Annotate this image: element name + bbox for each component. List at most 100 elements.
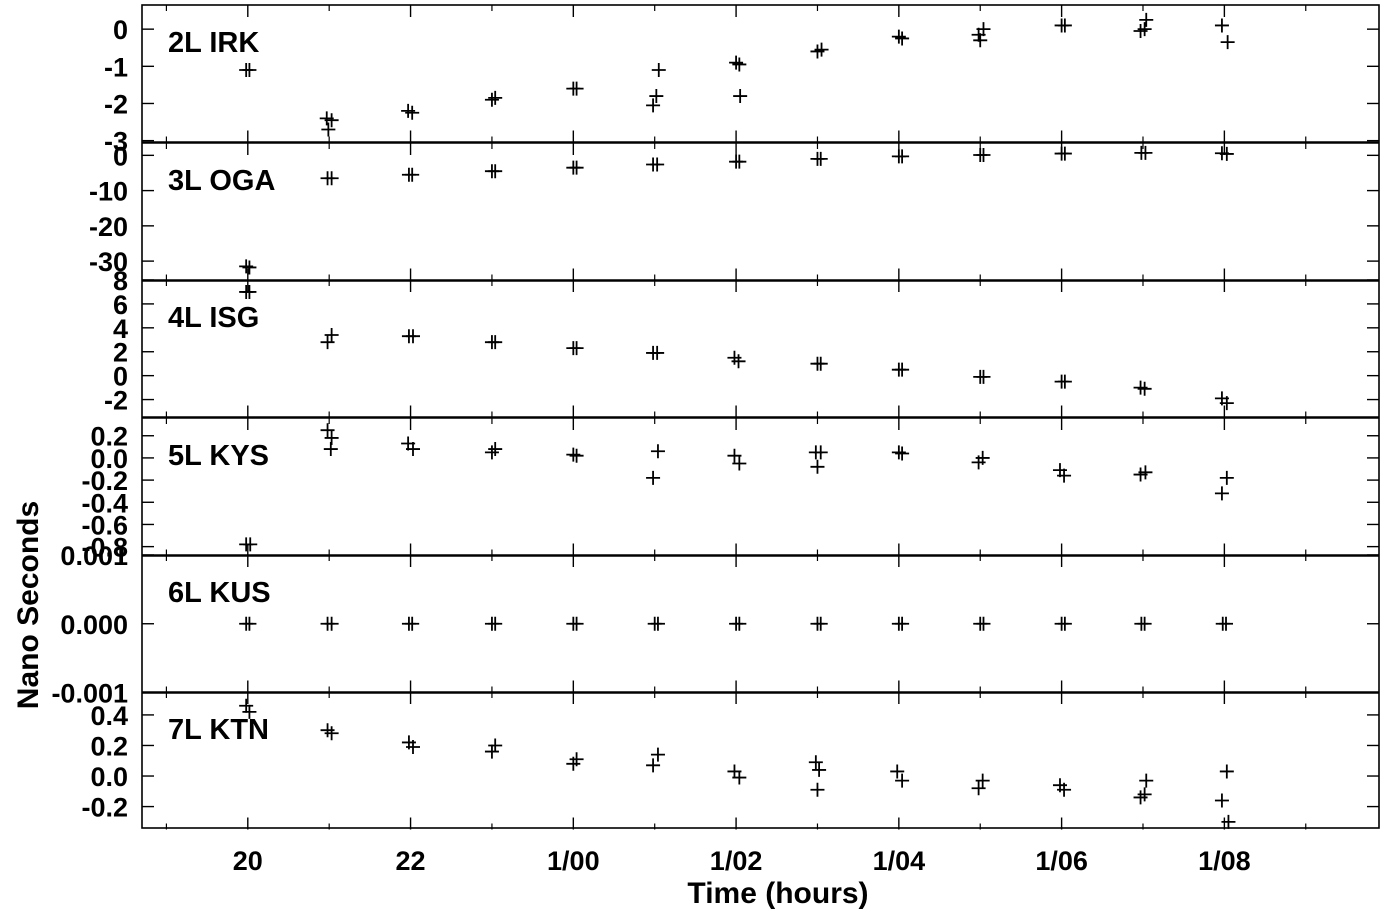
panel-label: 4L ISG [168,302,259,334]
data-point [569,448,584,463]
data-point [324,328,339,342]
data-point [324,171,339,186]
data-point [650,616,665,631]
y-axis-title: Nano Seconds [12,501,45,709]
data-point [891,29,906,44]
data-point [569,616,584,631]
data-point [406,329,421,344]
data-point [324,726,339,741]
panel: 0 -1 -2 -3 2L IRK [104,5,1379,157]
x-tick-label: 1/04 [873,846,926,876]
plot-border [141,4,1380,829]
y-tick-label: 0.001 [60,541,128,571]
data-point [895,149,910,164]
y-tick-label: 0.0 [90,444,128,474]
data-point [566,447,581,462]
data-point [406,740,421,754]
data-point [1219,764,1234,779]
data-point [732,616,747,631]
data-point [569,160,584,175]
data-point [488,90,503,105]
data-point [484,445,499,460]
data-point [239,698,254,713]
data-point [813,151,828,166]
y-tick-label: 0 [113,141,128,171]
data-point [971,781,986,796]
y-tick-label: -2 [104,89,128,119]
data-point [323,442,338,457]
data-point [810,782,825,797]
data-point [650,157,665,172]
y-tick-label: 6 [113,290,128,320]
data-point [976,369,991,384]
data-point [405,167,420,182]
data-point [1057,374,1072,389]
data-point [650,444,665,459]
data-point [890,764,905,779]
data-point [1057,18,1072,33]
data-point [1219,470,1234,485]
data-point [808,755,823,770]
data-point [812,762,827,777]
y-tick-label: -0.8 [81,533,128,563]
data-point [239,259,254,274]
data-point [895,616,910,631]
data-point [1057,616,1072,631]
y-tick-label: 0.000 [60,610,128,640]
panel-label: 3L OGA [168,165,275,197]
data-point [727,448,742,463]
y-tick-label: -0.2 [81,793,128,823]
data-point [1219,396,1234,411]
data-point [891,445,906,460]
data-point [242,284,257,299]
plot-frame [141,4,1380,829]
data-point [321,122,336,137]
x-tick-label: 1/06 [1035,846,1088,876]
data-point [1057,146,1072,161]
y-tick-label: 2 [113,338,128,368]
y-tick-label: 0.0 [90,762,128,792]
data-point [242,704,257,719]
data-point [813,445,828,460]
data-point [484,92,499,107]
data-point [1139,12,1154,27]
data-point [405,616,420,631]
data-point [1139,773,1154,788]
data-point [975,773,990,788]
data-point [733,89,748,104]
data-point [1214,793,1229,808]
data-point [732,456,747,471]
data-point [651,63,666,78]
panel: 0.001 0.000 -0.001 6L KUS [51,541,1379,709]
data-point [732,154,747,169]
x-tick-label: 20 [233,846,263,876]
data-point [1220,35,1235,50]
data-point [813,616,828,631]
x-tick-label: 1/02 [710,846,763,876]
data-point [320,423,335,438]
y-tick-label: 0.2 [90,422,128,452]
data-point [1214,486,1229,501]
data-point [976,22,991,37]
data-point [488,164,503,179]
y-tick-label: 0.2 [90,731,128,761]
data-point [243,537,258,552]
y-tick-label: 0 [113,362,128,392]
data-point [242,63,257,78]
data-point [569,341,584,356]
data-point [646,98,661,113]
x-axis: 20 22 1/00 1/02 1/04 1/06 1/08 [233,846,1251,876]
panel: 0.40.20.0-0.2 7L KTN [81,692,1379,830]
panel: 0 -10 -20 -30 3L OGA [89,141,1379,282]
data-point [320,335,335,350]
y-tick-label: 8 [113,266,128,296]
data-point [1219,616,1233,631]
data-point [242,260,257,275]
data-point [484,744,499,759]
data-point [650,345,665,360]
y-tick-label: -0.2 [81,466,128,496]
data-point [976,616,991,631]
